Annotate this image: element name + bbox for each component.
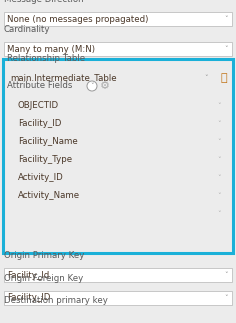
Text: Activity_ID: Activity_ID: [18, 173, 64, 182]
Bar: [15, 116, 225, 132]
Text: ⚙: ⚙: [100, 81, 110, 91]
Bar: [15, 188, 225, 204]
Bar: [15, 134, 225, 150]
Text: Cardinality: Cardinality: [4, 25, 51, 34]
Bar: [4, 291, 232, 305]
Bar: [7, 71, 212, 85]
Text: main.Intermediate_Table: main.Intermediate_Table: [10, 74, 117, 82]
Text: OBJECTID: OBJECTID: [18, 101, 59, 110]
Text: Many to many (M:N): Many to many (M:N): [7, 45, 95, 54]
Text: Facility_ID: Facility_ID: [18, 120, 61, 129]
Text: ˅: ˅: [224, 16, 228, 22]
Text: ˅: ˅: [90, 83, 94, 89]
Bar: [3, 59, 233, 253]
Bar: [15, 152, 225, 168]
Text: Message Direction: Message Direction: [4, 0, 84, 4]
Text: ˅: ˅: [217, 139, 221, 145]
Text: Destination primary key: Destination primary key: [4, 296, 108, 305]
Text: Facility_Id: Facility_Id: [7, 270, 49, 279]
Text: ˅: ˅: [204, 75, 208, 81]
Text: ˅: ˅: [217, 103, 221, 109]
Text: Relationship Table: Relationship Table: [7, 54, 85, 63]
Bar: [15, 98, 225, 114]
Text: ˅: ˅: [217, 121, 221, 127]
Text: ˅: ˅: [224, 295, 228, 301]
Text: ˅: ˅: [217, 193, 221, 199]
Bar: [15, 206, 225, 222]
Text: ˅: ˅: [217, 157, 221, 163]
Text: ˅: ˅: [217, 175, 221, 181]
Text: ˅: ˅: [217, 211, 221, 217]
Text: ⧉: ⧉: [220, 73, 227, 83]
Text: ˅: ˅: [224, 46, 228, 52]
Bar: [4, 12, 232, 26]
Bar: [215, 71, 232, 85]
Text: Facility_Name: Facility_Name: [18, 138, 78, 147]
Text: Facility_Type: Facility_Type: [18, 155, 72, 164]
Text: Origin Primary Key: Origin Primary Key: [4, 251, 84, 260]
Text: Origin Foreign Key: Origin Foreign Key: [4, 274, 83, 283]
Text: Attribute Fields: Attribute Fields: [7, 81, 72, 90]
Bar: [4, 42, 232, 56]
Text: ˅: ˅: [224, 272, 228, 278]
Text: Facility_ID: Facility_ID: [7, 294, 50, 303]
Circle shape: [87, 81, 97, 91]
Text: Activity_Name: Activity_Name: [18, 192, 80, 201]
Bar: [15, 170, 225, 186]
Text: None (no messages propagated): None (no messages propagated): [7, 15, 148, 24]
Bar: [4, 268, 232, 282]
